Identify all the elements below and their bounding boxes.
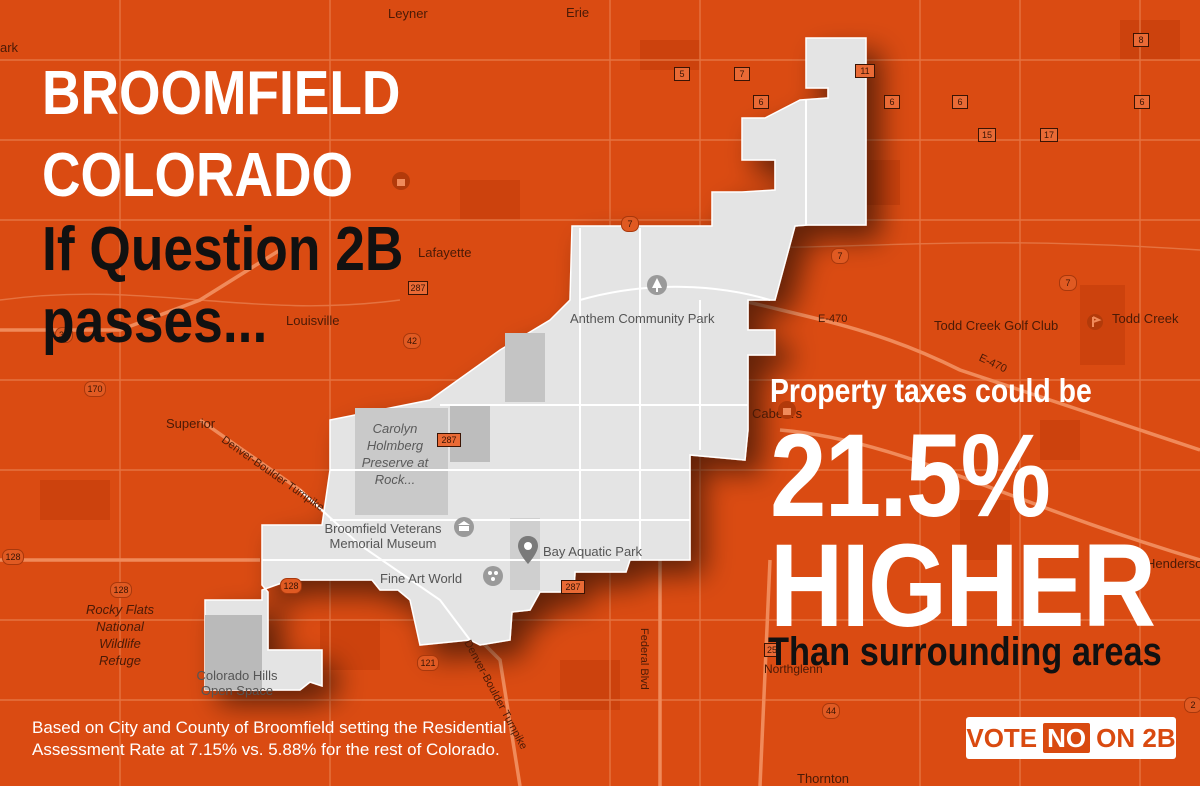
route-shield-128a: 128	[2, 549, 24, 565]
place-todd-creek: Todd Creek	[1112, 311, 1179, 326]
route-shield-6d: 6	[1134, 95, 1150, 109]
location-pin-icon	[518, 536, 538, 564]
route-shield-7b: 7	[621, 216, 639, 232]
place-bay-aquatic: Bay Aquatic Park	[543, 544, 642, 559]
place-henderson: Henderson	[1146, 556, 1200, 571]
vote-no-badge: VOTE NO ON 2B	[966, 717, 1176, 759]
footnote-line-1: Based on City and County of Broomfield s…	[32, 718, 507, 737]
route-shield-44: 44	[822, 703, 840, 719]
shopping-bag-icon-lafayette	[392, 172, 410, 190]
route-shield-7d: 7	[1059, 275, 1077, 291]
route-shield-6a: 6	[753, 95, 769, 109]
route-shield-25: 25	[764, 643, 780, 657]
tree-icon	[647, 275, 667, 295]
route-shield-7c: 7	[831, 248, 849, 264]
place-lafayette: Lafayette	[418, 245, 472, 260]
footnote: Based on City and County of Broomfield s…	[32, 717, 506, 761]
place-superior: Superior	[166, 416, 216, 431]
route-shield-128c: 128	[280, 578, 302, 594]
place-rocky-flats: Rocky Flats National Wildlife Refuge	[86, 602, 154, 668]
route-shield-5: 5	[674, 67, 690, 81]
route-shield-121: 121	[417, 655, 439, 671]
shopping-bag-icon	[778, 401, 796, 419]
route-shield-8: 8	[1133, 33, 1149, 47]
place-carolyn-holmberg: Carolyn Holmberg Preserve at Rock...	[361, 421, 429, 487]
claim-lead: Property taxes could be	[770, 372, 1092, 409]
place-colorado-hills: Colorado Hills Open Space	[196, 668, 278, 698]
place-louisville: Louisville	[286, 313, 340, 328]
place-todd-creek-golf: Todd Creek Golf Club	[934, 318, 1059, 333]
route-shield-42: 42	[403, 333, 421, 349]
route-shield-11: 11	[855, 64, 875, 78]
road-e470: E-470	[818, 313, 848, 325]
route-shield-287a: 287	[408, 281, 428, 295]
headline-city: BROOMFIELD	[42, 59, 401, 128]
route-shield-2: 2	[1184, 697, 1200, 713]
place-anthem: Anthem Community Park	[570, 311, 715, 326]
road-federal-blvd: Federal Blvd	[638, 628, 650, 690]
route-shield-170: 170	[84, 381, 106, 397]
broomfield-boundary	[204, 37, 867, 691]
route-shield-36: 36	[55, 327, 73, 343]
headline-question: If Question 2B	[42, 215, 404, 284]
footnote-line-2: Assessment Rate at 7.15% vs. 5.88% for t…	[32, 740, 500, 759]
headline-passes: passes...	[42, 287, 268, 356]
route-shield-6b: 6	[884, 95, 900, 109]
route-shield-287b: 287	[437, 433, 461, 447]
route-shield-17: 17	[1040, 128, 1058, 142]
golf-icon	[1087, 314, 1103, 330]
place-veterans-museum: Broomfield Veterans Memorial Museum	[324, 521, 442, 551]
badge-vote: VOTE	[966, 722, 1038, 753]
badge-no: NO	[1043, 723, 1091, 753]
badge-on-2b: ON 2B	[1096, 722, 1176, 753]
route-shield-6c: 6	[952, 95, 968, 109]
place-ark: ark	[0, 40, 19, 55]
headline-state: COLORADO	[42, 141, 354, 210]
palette-icon	[483, 566, 503, 586]
route-shield-7: 7	[734, 67, 750, 81]
claim-comparison: Than surrounding areas	[768, 630, 1162, 674]
place-fine-art-world: Fine Art World	[380, 571, 463, 586]
claim-percent: 21.5%	[770, 410, 1051, 542]
place-thornton: Thornton	[797, 771, 850, 786]
claim-emphasis: HIGHER	[770, 520, 1156, 652]
place-leyner: Leyner	[388, 6, 428, 21]
place-northglenn: Northglenn	[764, 662, 823, 676]
museum-icon	[454, 517, 474, 537]
route-shield-128b: 128	[110, 582, 132, 598]
route-shield-287c: 287	[561, 580, 585, 594]
route-shield-15: 15	[978, 128, 996, 142]
place-erie: Erie	[566, 5, 590, 20]
